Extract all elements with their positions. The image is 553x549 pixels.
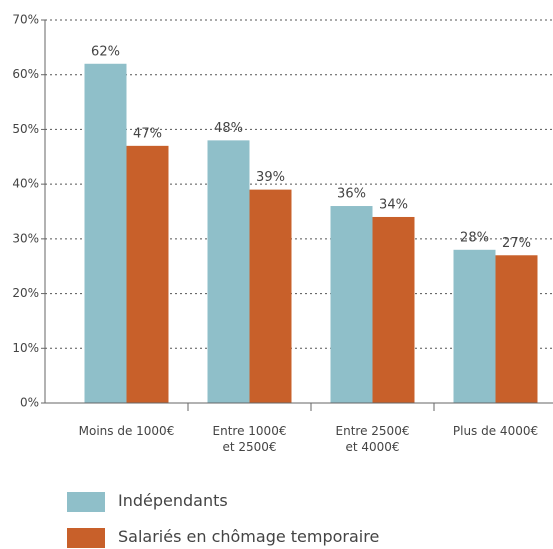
bar (207, 140, 250, 403)
y-tick-label: 20% (12, 286, 39, 300)
legend-label: Salariés en chômage temporaire (118, 527, 380, 546)
bar (84, 63, 127, 404)
y-tick-label: 10% (12, 341, 39, 355)
legend-swatch (67, 528, 105, 548)
legend-swatch (67, 492, 105, 512)
bar (372, 216, 415, 403)
bar (495, 255, 538, 403)
x-tick-label: Moins de 1000€ (78, 424, 175, 438)
y-tick-label: 60% (12, 67, 39, 81)
data-label: 47% (133, 126, 162, 141)
data-label: 36% (337, 187, 366, 202)
bar (330, 206, 373, 403)
data-label: 48% (214, 121, 243, 136)
x-tick-label: Entre 2500€ et 4000€ (335, 424, 410, 454)
y-tick-label: 30% (12, 231, 39, 245)
y-tick-label: 40% (12, 177, 39, 191)
x-tick-label: Entre 1000€ et 2500€ (212, 424, 287, 454)
data-label: 28% (460, 230, 489, 245)
y-tick-label: 70% (12, 13, 39, 27)
data-label: 62% (91, 44, 120, 59)
data-label: 39% (256, 170, 285, 185)
bar (249, 189, 292, 403)
bar (126, 145, 169, 404)
data-label: 34% (379, 197, 408, 212)
data-label: 27% (502, 236, 531, 251)
y-tick-label: 50% (12, 122, 39, 136)
y-tick-label: 0% (20, 396, 39, 410)
legend-label: Indépendants (118, 491, 228, 510)
bar (453, 249, 496, 403)
x-tick-label: Plus de 4000€ (452, 424, 539, 438)
